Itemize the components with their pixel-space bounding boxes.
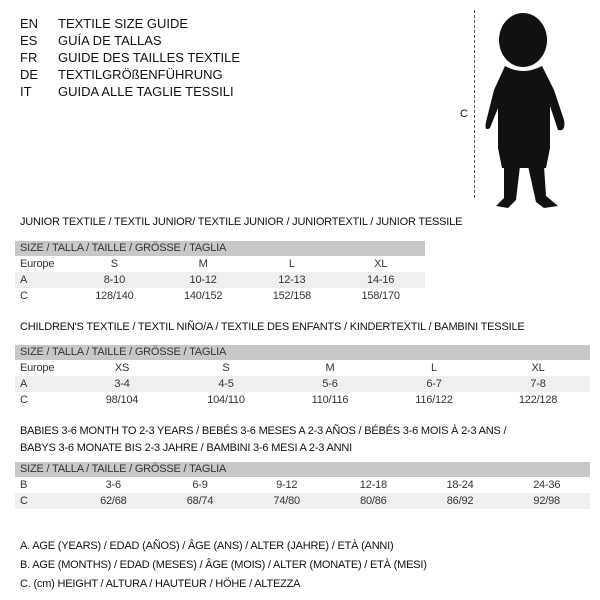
title-it: IT GUIDA ALLE TAGLIE TESSILI <box>20 84 234 99</box>
height-measure-label: C <box>460 108 468 120</box>
child-silhouette-icon <box>485 13 565 208</box>
title-fr: FR GUIDE DES TAILLES TEXTILE <box>20 50 241 65</box>
babies-section-title-line1: BABIES 3-6 MONTH TO 2-3 YEARS / BEBÉS 3-… <box>20 425 507 437</box>
title-list: EN TEXTILE SIZE GUIDE ES GUÍA DE TALLAS FR… <box>20 15 240 100</box>
legend-a: A. AGE (YEARS) / EDAD (AÑOS) / ÂGE (ANS)… <box>20 540 394 552</box>
table-row: C 98/104 104/110 110/116 116/122 122/128 <box>20 394 558 406</box>
table-header: SIZE / TALLA / TAILLE / GRÖSSE / TAGLIA <box>15 241 425 256</box>
table-header: SIZE / TALLA / TAILLE / GRÖSSE / TAGLIA <box>15 345 590 360</box>
junior-size-table: SIZE / TALLA / TAILLE / GRÖSSE / TAGLIA … <box>15 241 425 304</box>
title-es: ES GUÍA DE TALLAS <box>20 33 162 48</box>
title-en: EN TEXTILE SIZE GUIDE <box>20 16 189 31</box>
babies-section-title-line2: BABYS 3-6 MONATE BIS 2-3 JAHRE / BAMBINI… <box>20 442 352 454</box>
table-row: C 62/68 68/74 74/80 80/86 86/92 92/98 <box>15 493 590 509</box>
table-row: A 3-4 4-5 5-6 6-7 7-8 <box>15 376 590 392</box>
table-header: SIZE / TALLA / TAILLE / GRÖSSE / TAGLIA <box>15 462 590 477</box>
children-size-table: SIZE / TALLA / TAILLE / GRÖSSE / TAGLIA … <box>15 345 590 408</box>
children-section-title: CHILDREN'S TEXTILE / TEXTIL NIÑO/A / TEX… <box>20 321 525 333</box>
table-row: Europe S M L XL <box>20 258 388 270</box>
title-de: DE TEXTILGRÖßENFÜHRUNG <box>20 67 223 82</box>
table-row: C 128/140 140/152 152/158 158/170 <box>20 290 400 302</box>
table-row: Europe XS S M L XL <box>20 362 545 374</box>
table-row: A 8-10 10-12 12-13 14-16 <box>15 272 425 288</box>
junior-section-title: JUNIOR TEXTILE / TEXTIL JUNIOR/ TEXTILE … <box>20 216 463 228</box>
height-measure-line <box>474 10 475 198</box>
table-row: B 3-6 6-9 9-12 12-18 18-24 24-36 <box>20 479 561 491</box>
legend-b: B. AGE (MONTHS) / EDAD (MESES) / ÂGE (MO… <box>20 559 427 571</box>
babies-size-table: SIZE / TALLA / TAILLE / GRÖSSE / TAGLIA … <box>15 462 590 509</box>
legend-c: C. (cm) HEIGHT / ALTURA / HAUTEUR / HÖHE… <box>20 578 301 590</box>
legend: A. AGE (YEARS) / EDAD (AÑOS) / ÂGE (ANS)… <box>20 537 427 594</box>
